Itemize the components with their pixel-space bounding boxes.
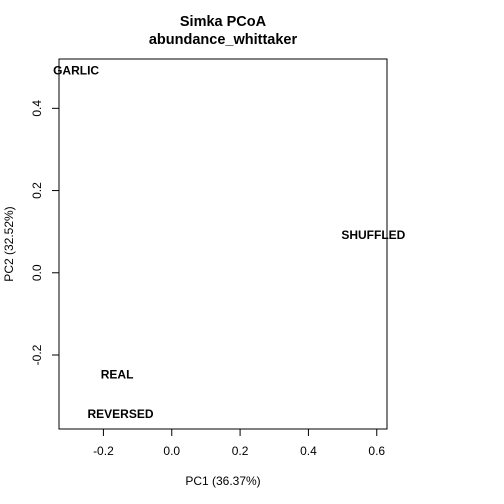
chart-title: Simka PCoA: [180, 14, 267, 30]
y-tick-label: 0.4: [30, 100, 44, 117]
x-tick-label: 0.6: [368, 444, 385, 458]
x-tick-label: 0.0: [163, 444, 180, 458]
x-axis: -0.2 0.0 0.2 0.4 0.6: [93, 428, 385, 458]
y-tick-label: 0.2: [30, 182, 44, 199]
point-label-shuffled: SHUFFLED: [341, 228, 405, 242]
chart-subtitle: abundance_whittaker: [149, 32, 298, 48]
x-tick-label: 0.4: [300, 444, 317, 458]
point-label-reversed: REVERSED: [87, 407, 153, 421]
x-tick-label: 0.2: [232, 444, 249, 458]
x-axis-label: PC1 (36.37%): [185, 474, 260, 488]
point-label-garlic: GARLIC: [53, 64, 99, 78]
x-tick-label: -0.2: [93, 444, 114, 458]
y-axis-label: PC2 (32.52%): [2, 206, 16, 281]
y-tick-label: -0.2: [30, 344, 44, 365]
y-axis: -0.2 0.0 0.2 0.4: [30, 100, 60, 365]
point-labels: GARLIC SHUFFLED REAL REVERSED: [53, 64, 406, 421]
y-tick-label: 0.0: [30, 264, 44, 281]
point-label-real: REAL: [101, 368, 134, 382]
